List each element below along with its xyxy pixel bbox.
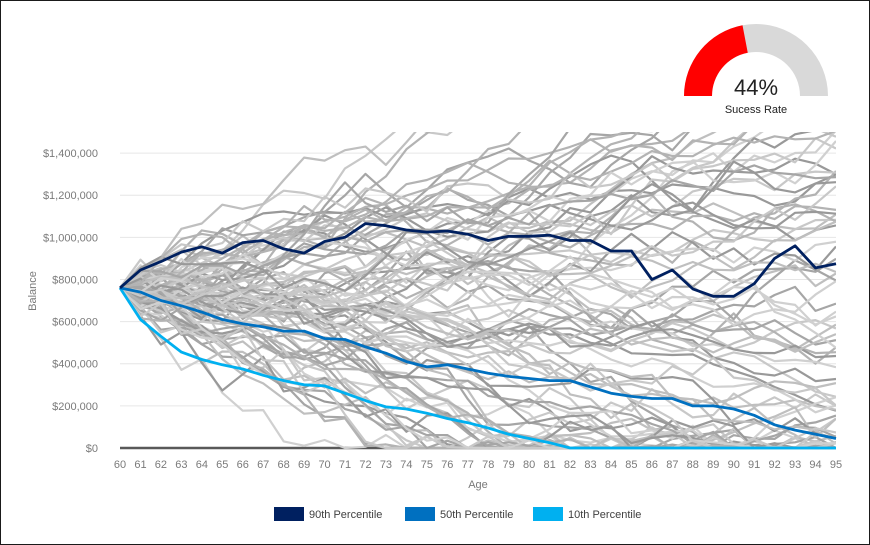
x-tick-label: 72 [359, 459, 371, 471]
x-tick-label: 74 [400, 459, 412, 471]
x-tick-label: 89 [707, 459, 719, 471]
x-tick-label: 61 [134, 459, 146, 471]
legend-swatch-90th [274, 507, 304, 521]
x-tick-labels: 60 61 62 63 64 65 66 67 68 69 70 71 72 73 74 75 76 77 78 79… [114, 459, 842, 471]
simulation-line [120, 132, 653, 291]
x-tick-label: 77 [462, 459, 474, 471]
x-tick-label: 91 [748, 459, 760, 471]
simulation-line [120, 132, 417, 289]
x-axis-title: Age [468, 479, 488, 491]
simulation-line [120, 132, 641, 289]
x-tick-label: 67 [257, 459, 269, 471]
x-tick-label: 63 [175, 459, 187, 471]
x-tick-label: 68 [278, 459, 290, 471]
x-tick-label: 78 [482, 459, 494, 471]
x-tick-label: 62 [155, 459, 167, 471]
x-tick-label: 84 [605, 459, 617, 471]
success-rate-gauge: 44% Sucess Rate [684, 24, 828, 116]
simulation-line [120, 137, 836, 324]
simulation-line [120, 164, 836, 289]
x-tick-label: 69 [298, 459, 310, 471]
y-tick-label: $1,400,000 [43, 148, 98, 160]
x-tick-label: 64 [196, 459, 208, 471]
x-tick-label: 92 [769, 459, 781, 471]
simulation-line [120, 286, 836, 359]
simulation-line [120, 287, 836, 450]
x-tick-label: 76 [441, 459, 453, 471]
x-tick-label: 81 [543, 459, 555, 471]
simulation-line [120, 284, 836, 383]
legend-label-10th: 10th Percentile [568, 509, 641, 521]
y-tick-label: $800,000 [52, 274, 98, 286]
x-tick-label: 94 [809, 459, 821, 471]
simulation-line [120, 231, 836, 303]
simulation-line [120, 264, 836, 349]
simulation-line [120, 201, 836, 293]
x-tick-label: 70 [318, 459, 330, 471]
y-tick-label: $1,000,000 [43, 232, 98, 244]
success-rate-percent: 44% [734, 75, 778, 100]
x-tick-label: 66 [237, 459, 249, 471]
y-tick-labels: $0 $200,000 $400,000 $600,000 $800,000 $1,000… [43, 148, 98, 455]
legend-swatch-10th [533, 507, 563, 521]
simulation-line [120, 140, 836, 307]
simulation-line [120, 254, 836, 300]
y-tick-label: $1,200,000 [43, 190, 98, 202]
y-axis-title: Balance [27, 271, 39, 311]
x-tick-label: 71 [339, 459, 351, 471]
x-tick-label: 90 [728, 459, 740, 471]
x-tick-label: 60 [114, 459, 126, 471]
success-rate-label: Sucess Rate [725, 104, 787, 116]
simulation-line [120, 132, 836, 289]
simulation-line [120, 282, 836, 450]
legend-label-50th: 50th Percentile [440, 509, 513, 521]
series-line-90th [119, 222, 837, 298]
series-line-50th [119, 286, 837, 440]
y-tick-label: $0 [86, 443, 98, 455]
x-tick-label: 79 [503, 459, 515, 471]
legend-label-90th: 90th Percentile [309, 509, 382, 521]
x-tick-label: 88 [687, 459, 699, 471]
x-tick-label: 83 [584, 459, 596, 471]
simulation-line [120, 275, 836, 445]
x-tick-label: 82 [564, 459, 576, 471]
simulation-line [120, 132, 748, 289]
simulation-line [120, 255, 836, 327]
simulation-line [120, 287, 836, 450]
legend: 90th Percentile 50th Percentile 10th Per… [274, 507, 641, 521]
series-line-10th [118, 287, 836, 450]
x-tick-label: 86 [646, 459, 658, 471]
percentile-series [118, 222, 837, 450]
legend-swatch-50th [405, 507, 435, 521]
x-tick-label: 80 [523, 459, 535, 471]
simulation-line [120, 287, 836, 450]
y-tick-label: $600,000 [52, 317, 98, 329]
x-tick-label: 95 [830, 459, 842, 471]
x-tick-label: 75 [421, 459, 433, 471]
x-tick-label: 85 [625, 459, 637, 471]
simulation-line [120, 287, 836, 450]
gauge-fill [684, 25, 748, 97]
x-tick-label: 73 [380, 459, 392, 471]
simulation-line [120, 160, 836, 292]
y-tick-label: $200,000 [52, 401, 98, 413]
x-tick-label: 65 [216, 459, 228, 471]
simulation-line [120, 286, 836, 354]
y-tick-label: $400,000 [52, 359, 98, 371]
x-tick-label: 93 [789, 459, 801, 471]
x-tick-label: 87 [666, 459, 678, 471]
